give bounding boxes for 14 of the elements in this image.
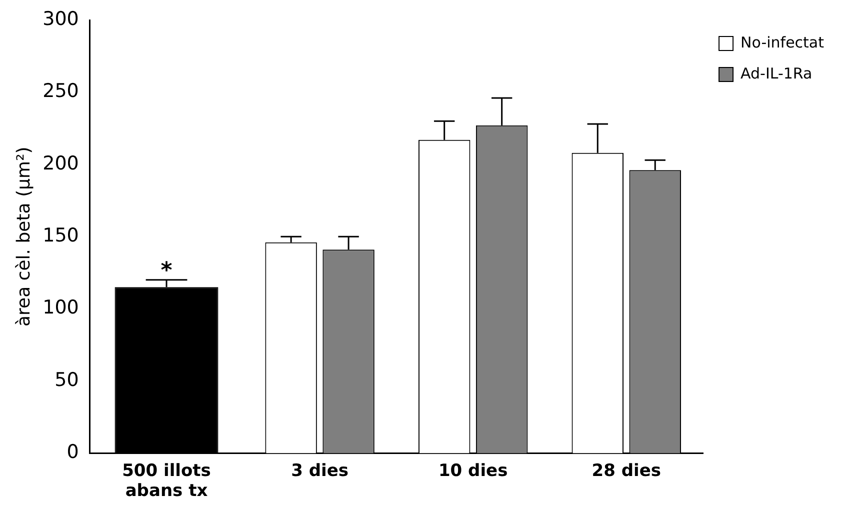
- x-tick-label: 10 dies: [438, 460, 508, 481]
- legend-label: Ad-IL-1Ra: [740, 64, 812, 82]
- y-tick-label: 300: [42, 8, 79, 30]
- y-axis-title: àrea cèl. beta (μm²): [13, 146, 34, 327]
- text: No-infectat: [740, 33, 824, 52]
- y-tick-label: 150: [42, 224, 79, 247]
- x-tick-label: 500 illots abans tx: [122, 460, 211, 502]
- y-tick-label: 0: [66, 441, 79, 464]
- y-tick-label: 50: [54, 368, 79, 391]
- x-tick-label: 3 dies: [291, 460, 349, 481]
- x-tick-label: 28 dies: [592, 460, 661, 481]
- y-tick-label: 200: [42, 152, 79, 174]
- y-tick-label: 100: [42, 296, 79, 319]
- y-tick-label: 250: [42, 80, 79, 102]
